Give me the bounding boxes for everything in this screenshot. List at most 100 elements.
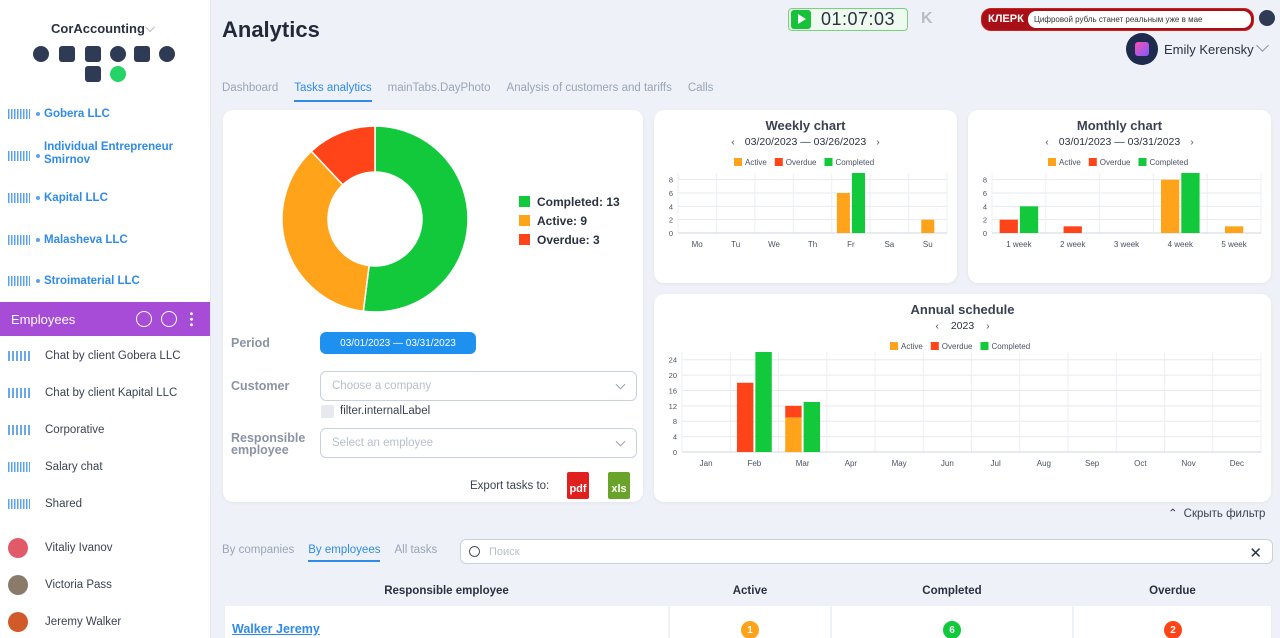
- y-tick-label: 6: [669, 189, 673, 198]
- chevron-right-icon[interactable]: ›: [1190, 136, 1194, 148]
- chat-label: Shared: [45, 498, 83, 510]
- column-header[interactable]: Completed: [922, 585, 982, 597]
- sidebar-person-item[interactable]: Jeremy Walker: [8, 610, 121, 634]
- tab-all-tasks[interactable]: All tasks: [394, 544, 438, 556]
- column-header[interactable]: Overdue: [1149, 585, 1196, 597]
- search-input[interactable]: Поиск: [489, 546, 520, 558]
- whatsapp-icon[interactable]: [110, 66, 126, 82]
- status-dot: [36, 112, 40, 116]
- chevron-left-icon[interactable]: ‹: [731, 136, 735, 148]
- user-name[interactable]: Emily Kerensky: [1164, 42, 1254, 57]
- tab-customers-tariffs[interactable]: Analysis of customers and tariffs: [506, 82, 672, 94]
- sidebar-person-item[interactable]: Victoria Pass: [8, 573, 112, 597]
- bar-overdue: [1063, 226, 1082, 233]
- chevron-down-icon[interactable]: [145, 22, 155, 32]
- chat-label: Chat by client Kapital LLC: [45, 387, 178, 399]
- chevron-left-icon[interactable]: ‹: [1045, 136, 1049, 148]
- brand-name[interactable]: CorAccounting: [51, 21, 145, 36]
- chevron-right-icon[interactable]: ›: [986, 320, 990, 332]
- sidebar-company-item[interactable]: Individual Entrepreneur Smirnov: [8, 141, 198, 171]
- hide-filter-label: Скрыть фильтр: [1183, 508, 1266, 520]
- tasks-icon[interactable]: [85, 46, 101, 62]
- add-icon[interactable]: [161, 311, 177, 327]
- tab-day-photo[interactable]: mainTabs.DayPhoto: [387, 82, 491, 94]
- search-icon: [469, 546, 480, 557]
- search-icon[interactable]: [136, 311, 152, 327]
- x-tick-label: Nov: [1182, 459, 1196, 468]
- internal-checkbox[interactable]: [321, 405, 334, 418]
- y-tick-label: 2: [983, 216, 987, 225]
- chevron-left-icon[interactable]: ‹: [935, 320, 939, 332]
- sidebar-company-item[interactable]: Gobera LLC: [8, 99, 198, 129]
- chart-range: ‹ 03/20/2023 — 03/26/2023 ›: [654, 136, 957, 148]
- xls-export-button[interactable]: xls: [608, 472, 630, 499]
- app-icon[interactable]: [1259, 10, 1275, 26]
- lock-icon: [8, 425, 30, 435]
- legend-label: Completed: [835, 158, 874, 167]
- timer[interactable]: 01:07:03: [788, 8, 908, 31]
- audio-wave-icon: [8, 276, 30, 286]
- table-row: [225, 606, 668, 638]
- employee-link[interactable]: Walker Jeremy: [232, 622, 320, 636]
- legend-swatch: [519, 196, 530, 207]
- y-tick-label: 24: [669, 356, 677, 365]
- more-icon[interactable]: [190, 311, 193, 327]
- period-picker[interactable]: 03/01/2023 — 03/31/2023: [320, 332, 476, 354]
- avatar: [8, 612, 28, 632]
- sidebar-company-item[interactable]: Malasheva LLC: [8, 225, 198, 255]
- search-field[interactable]: Поиск ✕: [460, 539, 1273, 564]
- gear-icon[interactable]: [159, 46, 175, 62]
- close-icon[interactable]: ✕: [1249, 545, 1262, 562]
- column-header[interactable]: Responsible employee: [384, 585, 509, 597]
- company-label: Individual Entrepreneur Smirnov: [44, 141, 174, 166]
- y-tick-label: 2: [669, 216, 673, 225]
- employee-select[interactable]: Select an employee: [320, 428, 637, 458]
- x-tick-label: 3 week: [1114, 240, 1140, 249]
- pdf-export-button[interactable]: pdf: [567, 472, 589, 499]
- page-title: Analytics: [222, 17, 320, 42]
- sidebar-company-item[interactable]: Kapital LLC: [8, 183, 198, 213]
- x-tick-label: Aug: [1037, 459, 1051, 468]
- panel-icon[interactable]: [134, 46, 150, 62]
- sidebar-chat-item[interactable]: Chat by client Kapital LLC: [8, 381, 177, 405]
- sidebar-chat-item[interactable]: Corporative: [8, 418, 104, 442]
- sidebar-person-item[interactable]: Vitaliy Ivanov: [8, 536, 113, 560]
- customer-select[interactable]: Choose a company: [320, 371, 637, 401]
- audio-wave-icon: [8, 151, 30, 161]
- pie-chart-icon[interactable]: [33, 46, 49, 62]
- book-icon[interactable]: [85, 66, 101, 82]
- user-avatar[interactable]: [1126, 33, 1158, 65]
- legend-overdue: Overdue: 3: [519, 230, 620, 249]
- tab-by-employees[interactable]: By employees: [308, 544, 381, 562]
- y-tick-label: 0: [669, 229, 673, 238]
- bar-active: [921, 219, 935, 233]
- news-ticker[interactable]: КЛЕРК Цифровой рубль станет реальным уже…: [981, 8, 1254, 31]
- sidebar-chat-item[interactable]: Chat by client Gobera LLC: [8, 344, 181, 368]
- tab-calls[interactable]: Calls: [687, 82, 714, 94]
- hide-filter-button[interactable]: ⌃ Скрыть фильтр: [1168, 506, 1265, 520]
- tab-dashboard[interactable]: Dashboard: [222, 82, 279, 94]
- news-text: Цифровой рубль станет реальным уже в мае: [1028, 11, 1251, 28]
- employees-section-header[interactable]: Employees: [0, 302, 210, 336]
- donut-slice-completed: [362, 125, 469, 313]
- y-tick-label: 6: [983, 189, 987, 198]
- tab-tasks-analytics[interactable]: Tasks analytics: [294, 82, 372, 102]
- chevron-down-icon[interactable]: [1256, 39, 1269, 52]
- clock-icon[interactable]: [110, 46, 126, 62]
- customer-label: Customer: [231, 379, 290, 393]
- sidebar-company-item[interactable]: Stroimaterial LLC: [8, 266, 198, 296]
- sidebar-chat-item[interactable]: Salary chat: [8, 455, 103, 479]
- sidebar-chat-item[interactable]: Shared: [8, 492, 82, 516]
- legend-swatch: [1088, 158, 1097, 166]
- period-label: Period: [231, 336, 270, 350]
- donut-slice-overdue: [310, 125, 376, 186]
- x-tick-label: 5 week: [1221, 240, 1247, 249]
- chart-title: Weekly chart: [765, 118, 846, 133]
- chevron-right-icon[interactable]: ›: [876, 136, 880, 148]
- tab-by-companies[interactable]: By companies: [222, 544, 295, 556]
- k-logo-icon[interactable]: K: [921, 10, 933, 27]
- play-icon[interactable]: [791, 10, 811, 29]
- x-tick-label: Oct: [1134, 459, 1147, 468]
- column-header[interactable]: Active: [732, 585, 768, 597]
- calendar-icon[interactable]: [59, 46, 75, 62]
